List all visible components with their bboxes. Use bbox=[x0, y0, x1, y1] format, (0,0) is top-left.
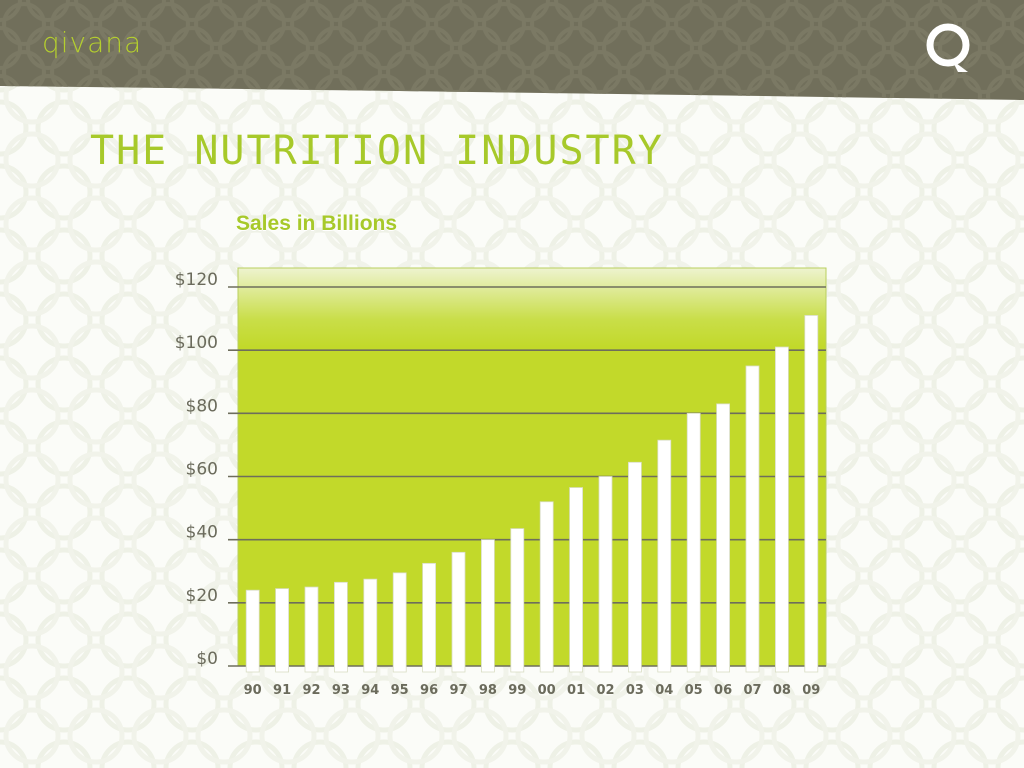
bar bbox=[275, 588, 290, 673]
x-tick-label: 03 bbox=[626, 683, 644, 698]
header-band bbox=[0, 0, 1024, 100]
y-tick-label: $120 bbox=[175, 270, 218, 290]
bar bbox=[333, 581, 348, 673]
bar bbox=[363, 578, 378, 673]
brand-logo-text[interactable]: qivana bbox=[42, 26, 143, 59]
x-tick-label: 93 bbox=[332, 683, 350, 698]
x-tick-label: 09 bbox=[802, 683, 820, 698]
bar bbox=[392, 572, 407, 673]
q-logo-icon[interactable] bbox=[922, 20, 976, 76]
x-tick-label: 94 bbox=[361, 683, 379, 698]
x-tick-label: 02 bbox=[596, 683, 614, 698]
y-tick-label: $80 bbox=[186, 396, 218, 416]
bar bbox=[245, 589, 260, 673]
bar bbox=[657, 439, 672, 673]
bar bbox=[451, 551, 466, 673]
y-tick-label: $40 bbox=[186, 523, 218, 543]
x-tick-label: 05 bbox=[685, 683, 703, 698]
x-tick-label: 06 bbox=[714, 683, 732, 698]
bar bbox=[598, 476, 613, 673]
bar bbox=[569, 487, 583, 673]
bar bbox=[716, 403, 730, 673]
bar bbox=[510, 528, 525, 673]
x-tick-label: 07 bbox=[743, 683, 761, 698]
x-tick-label: 90 bbox=[244, 683, 262, 698]
bar bbox=[745, 365, 760, 673]
y-tick-label: $0 bbox=[196, 649, 218, 669]
x-tick-label: 91 bbox=[273, 683, 291, 698]
bar bbox=[686, 412, 701, 673]
x-tick-label: 00 bbox=[538, 683, 556, 698]
slide-title: THE NUTRITION INDUSTRY bbox=[90, 128, 664, 174]
bar bbox=[422, 562, 437, 673]
y-tick-label: $100 bbox=[175, 333, 218, 353]
bar bbox=[304, 586, 319, 673]
y-tick-label: $20 bbox=[186, 586, 218, 606]
x-tick-label: 96 bbox=[420, 683, 438, 698]
bar bbox=[804, 315, 819, 673]
chart-title: Sales in Billions bbox=[236, 212, 398, 235]
plot-area bbox=[237, 267, 827, 667]
bar bbox=[628, 461, 642, 673]
x-tick-label: 92 bbox=[302, 683, 320, 698]
x-tick-label: 98 bbox=[479, 683, 497, 698]
x-tick-label: 04 bbox=[655, 683, 673, 698]
x-tick-label: 95 bbox=[391, 683, 409, 698]
x-tick-label: 01 bbox=[567, 683, 585, 698]
bar bbox=[480, 539, 495, 673]
bar bbox=[539, 501, 554, 673]
bar bbox=[775, 346, 789, 673]
x-tick-label: 99 bbox=[508, 683, 526, 698]
x-tick-label: 97 bbox=[449, 683, 467, 698]
y-tick-label: $60 bbox=[186, 460, 218, 480]
x-tick-label: 08 bbox=[773, 683, 791, 698]
